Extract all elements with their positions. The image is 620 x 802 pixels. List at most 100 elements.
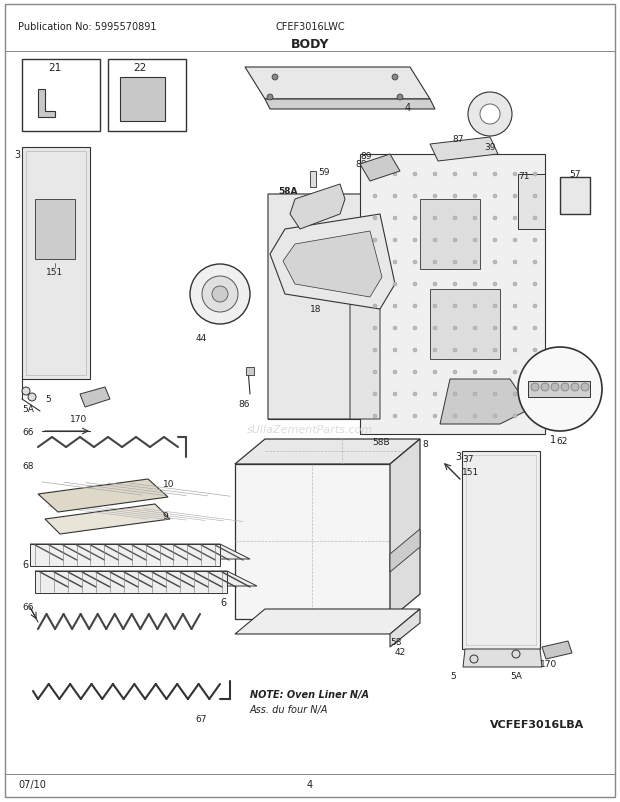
Text: 44: 44 [196,334,207,342]
Circle shape [413,217,417,221]
Circle shape [513,392,517,396]
Circle shape [413,349,417,353]
Circle shape [453,282,457,286]
Polygon shape [360,155,400,182]
Circle shape [513,239,517,243]
Circle shape [373,239,377,243]
Circle shape [513,415,517,419]
Circle shape [513,195,517,199]
Polygon shape [38,90,55,118]
Text: 58A: 58A [278,187,298,196]
Text: 151: 151 [46,268,64,277]
Circle shape [493,261,497,265]
Text: 86: 86 [238,399,249,408]
Polygon shape [360,155,545,435]
Text: 3: 3 [455,452,461,461]
Polygon shape [430,290,500,359]
Circle shape [373,282,377,286]
Circle shape [533,172,537,176]
Polygon shape [235,610,420,634]
Circle shape [473,261,477,265]
FancyBboxPatch shape [108,60,186,132]
Text: 5: 5 [45,395,51,403]
Circle shape [433,261,437,265]
Circle shape [513,349,517,353]
Text: 5A: 5A [22,404,34,414]
Text: 62: 62 [556,436,568,445]
Circle shape [493,415,497,419]
Circle shape [393,261,397,265]
Circle shape [393,371,397,375]
Polygon shape [245,68,430,100]
Circle shape [533,239,537,243]
Text: 8: 8 [422,439,428,448]
Text: 58: 58 [390,638,402,646]
Circle shape [373,392,377,396]
Text: BODY: BODY [291,38,329,51]
Circle shape [533,371,537,375]
Circle shape [581,383,589,391]
Circle shape [433,282,437,286]
Polygon shape [30,545,220,566]
Circle shape [433,371,437,375]
Circle shape [393,305,397,309]
Text: 9: 9 [162,512,168,520]
Circle shape [453,415,457,419]
Circle shape [473,326,477,330]
Circle shape [393,282,397,286]
Polygon shape [235,464,390,619]
Polygon shape [35,200,75,260]
Circle shape [413,415,417,419]
Text: 87: 87 [452,135,464,144]
Text: 22: 22 [133,63,146,73]
Circle shape [533,217,537,221]
FancyBboxPatch shape [5,5,615,797]
Polygon shape [265,100,435,110]
Circle shape [413,371,417,375]
Circle shape [473,172,477,176]
Circle shape [433,217,437,221]
Text: 07/10: 07/10 [18,779,46,789]
Circle shape [493,172,497,176]
Circle shape [433,326,437,330]
Circle shape [513,371,517,375]
Text: 37: 37 [462,455,474,464]
Circle shape [393,195,397,199]
Circle shape [373,195,377,199]
Circle shape [551,383,559,391]
Circle shape [393,239,397,243]
Circle shape [533,195,537,199]
Text: 6: 6 [22,559,28,569]
Circle shape [473,217,477,221]
Circle shape [413,172,417,176]
Circle shape [473,392,477,396]
Text: 59: 59 [318,168,329,176]
Circle shape [493,305,497,309]
Circle shape [513,217,517,221]
Circle shape [397,95,403,101]
Polygon shape [542,642,572,659]
Circle shape [28,394,36,402]
Text: 170: 170 [70,415,87,423]
Text: 68: 68 [22,461,33,471]
Circle shape [413,282,417,286]
Circle shape [413,261,417,265]
Circle shape [433,305,437,309]
Circle shape [393,217,397,221]
Circle shape [513,326,517,330]
Text: 5A: 5A [510,671,522,680]
Circle shape [453,217,457,221]
Circle shape [433,239,437,243]
Polygon shape [235,439,420,464]
Text: 58B: 58B [372,437,389,447]
Circle shape [533,415,537,419]
Text: 42: 42 [395,647,406,656]
Circle shape [190,265,250,325]
Text: 151: 151 [462,468,479,476]
Circle shape [373,371,377,375]
Circle shape [518,347,602,431]
Circle shape [513,282,517,286]
Polygon shape [420,200,480,269]
Circle shape [453,305,457,309]
Circle shape [512,650,520,658]
